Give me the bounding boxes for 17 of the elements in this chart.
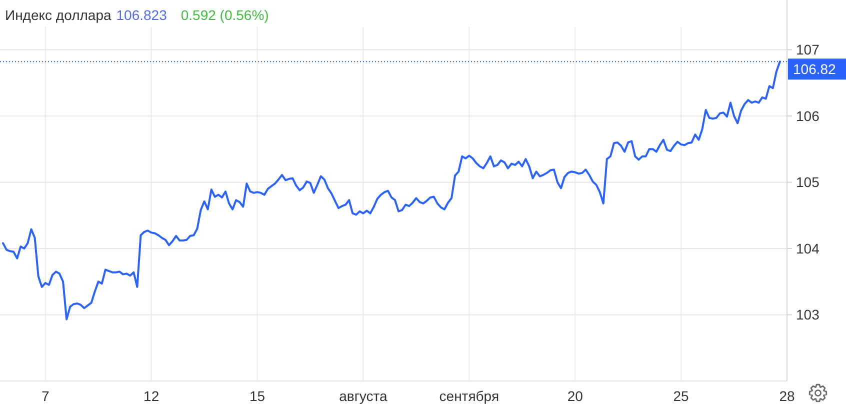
text: Индекс доллара (5, 7, 112, 23)
x-tick-label: 28 (779, 388, 795, 404)
x-tick-label: 20 (567, 388, 584, 404)
annotation: 0.592 (0.56%) (180, 7, 269, 23)
x-tick-label: 7 (41, 388, 50, 404)
y-tick-label: 107 (796, 42, 820, 58)
ref-line-label: 106.82 (793, 61, 836, 78)
x-tick-label: 15 (249, 388, 266, 404)
x-tick-label: 12 (144, 388, 160, 404)
y-tick-label: 105 (796, 174, 820, 190)
y-tick-label: 104 (796, 240, 820, 256)
y-tick-label: 103 (796, 306, 820, 323)
y-tick-label: 106 (796, 108, 820, 124)
text: 106.823 (116, 7, 168, 23)
x-tick-label: 25 (673, 388, 690, 404)
x-tick-label: сентября (439, 388, 500, 404)
x-tick-label: августа (339, 388, 388, 404)
